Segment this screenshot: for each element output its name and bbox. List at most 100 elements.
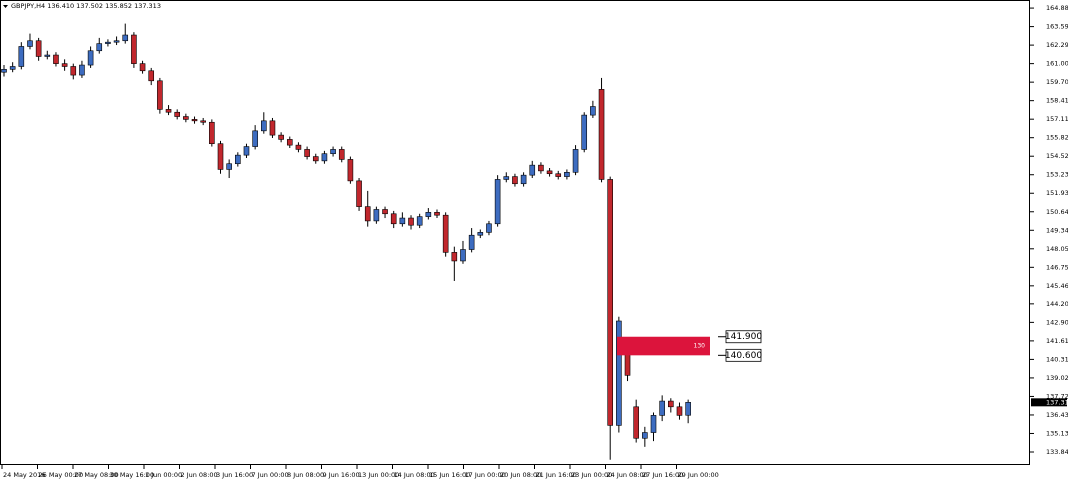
y-tick-label: 154.525 [1046,152,1068,160]
candle-body [425,212,432,217]
x-tick-label: 2 Jun 08:00 [181,471,218,479]
y-tick-label: 161.000 [1046,60,1068,68]
y-tick-label: 158.410 [1046,97,1068,105]
x-tick-label: 3 Jun 16:00 [216,471,253,479]
candle-body [642,432,648,439]
x-tick-label: 9 Jun 16:00 [323,471,360,479]
candle-body [35,40,42,57]
candle-body [235,154,241,165]
x-tick-label: 7 Jun 00:00 [252,471,289,479]
candle-body [590,106,596,116]
candle-body [503,176,510,180]
candle-body [356,180,362,207]
candle-body [607,179,614,426]
candle-body [659,400,665,416]
candle-body [486,223,492,233]
price-callout-label: 140.600 [725,351,762,361]
candle-body [217,143,224,170]
candle-body [304,149,310,157]
candle-body [520,174,527,185]
y-tick-label: 162.295 [1046,41,1068,49]
candle-body [131,34,137,64]
x-tick-label: 13 Jun 00:00 [358,471,399,479]
candle-body [122,34,129,42]
candle-body [96,43,103,52]
candle-body [260,120,267,132]
candle-body [148,70,155,82]
candle-body [113,40,120,43]
candle-body [87,50,94,66]
menu-arrow[interactable] [3,5,8,8]
candle-body [295,144,302,150]
candle-body [468,234,475,250]
candle-body [105,41,111,44]
candle-body [555,173,562,177]
candle-body [44,54,51,57]
candle-body [70,66,77,76]
y-tick-label: 136.430 [1046,411,1068,419]
candle-body [139,63,146,72]
candle-body [1,69,7,73]
candle-body [616,320,622,426]
y-tick-label: 140.315 [1046,355,1068,363]
candle-body [408,217,414,226]
zone-box [617,336,710,356]
y-tick-label: 142.905 [1046,318,1068,326]
y-tick-label: 163.590 [1046,23,1068,31]
x-tick-label: 15 Jun 16:00 [429,471,470,479]
candle-body [226,163,232,170]
y-tick-label: 139.020 [1046,374,1068,382]
candle-body [494,179,501,225]
candle-body [373,209,380,222]
candle-body [269,120,276,136]
candle-body [312,156,319,162]
x-tick-label: 23 Jun 00:00 [571,471,612,479]
current-price-label: 137.313 [1046,398,1068,406]
candle-body [477,232,484,236]
plot-frame [0,0,1030,465]
candle-body [633,406,639,439]
candle-body [538,164,544,172]
x-tick-label: 27 Jun 16:00 [642,471,683,479]
candle-body [572,149,579,173]
candle-body [650,415,657,433]
candle-body [18,46,25,67]
y-tick-label: 164.885 [1046,4,1068,12]
candle-body [209,121,215,145]
chart-title: GBPJPY,H4 136.410 137.502 135.852 137.31… [11,2,161,10]
candle-body [382,209,388,215]
y-tick-label: 141.610 [1046,337,1068,345]
candle-body [165,109,172,113]
x-tick-label: 30 May 16:00 [110,471,155,479]
candle-body [347,159,354,182]
x-tick-label: 26 May 00:00 [39,471,84,479]
x-tick-label: 21 Jun 16:00 [536,471,577,479]
candle-body [598,89,605,180]
price-callout-label: 141.900 [725,332,762,342]
y-tick-label: 150.640 [1046,208,1068,216]
price-callout [725,330,762,344]
candle-body [252,130,258,147]
candle-body [564,172,570,177]
y-tick-label: 159.705 [1046,78,1068,86]
candle-body [364,206,371,222]
candle-body [442,214,449,253]
candle-body [330,149,336,155]
x-tick-label: 27 May 08:00 [74,471,119,479]
y-tick-label: 144.200 [1046,300,1068,308]
candle-body [676,406,683,416]
y-tick-label: 155.820 [1046,134,1068,142]
candle-body [529,164,536,176]
x-tick-label: 8 Jun 08:00 [287,471,324,479]
x-tick-label: 24 Jun 08:00 [607,471,648,479]
candle-body [451,252,458,262]
candle-body [668,400,674,408]
candle-body [512,176,518,185]
candle-body [286,139,293,146]
candle-body [174,111,180,117]
candle-body [200,120,206,123]
candle-body [183,116,189,120]
candle-body [61,63,68,67]
candle-body [685,402,691,416]
